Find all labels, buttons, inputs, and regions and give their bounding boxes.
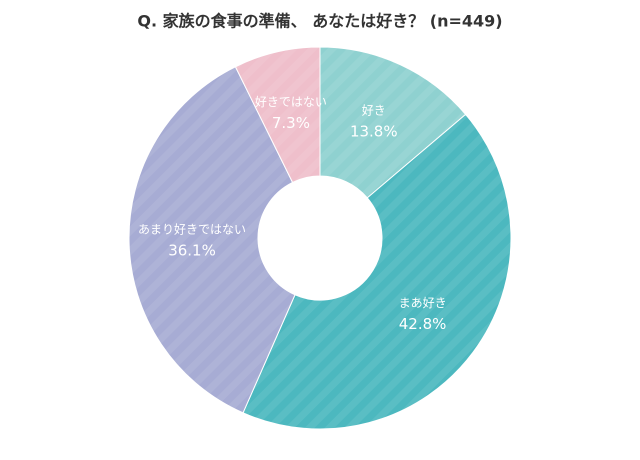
value-label: 36.1%: [168, 241, 216, 259]
slice-texture: [319, 46, 467, 199]
value-label: 13.8%: [350, 122, 398, 140]
slice-texture: [234, 46, 321, 184]
slice-texture: [242, 113, 512, 430]
value-label: 42.8%: [399, 315, 447, 333]
chart-title: Q. 家族の食事の準備、 あなたは好き？ (n=449): [137, 12, 502, 31]
value-label: 7.3%: [272, 114, 310, 132]
slice-label: まあ好き: [399, 296, 447, 310]
slice-label: 好きではない: [255, 95, 327, 109]
slice-label: 好き: [362, 103, 386, 117]
slice-texture: [128, 66, 296, 414]
slice-label: あまり好きではない: [138, 222, 246, 236]
